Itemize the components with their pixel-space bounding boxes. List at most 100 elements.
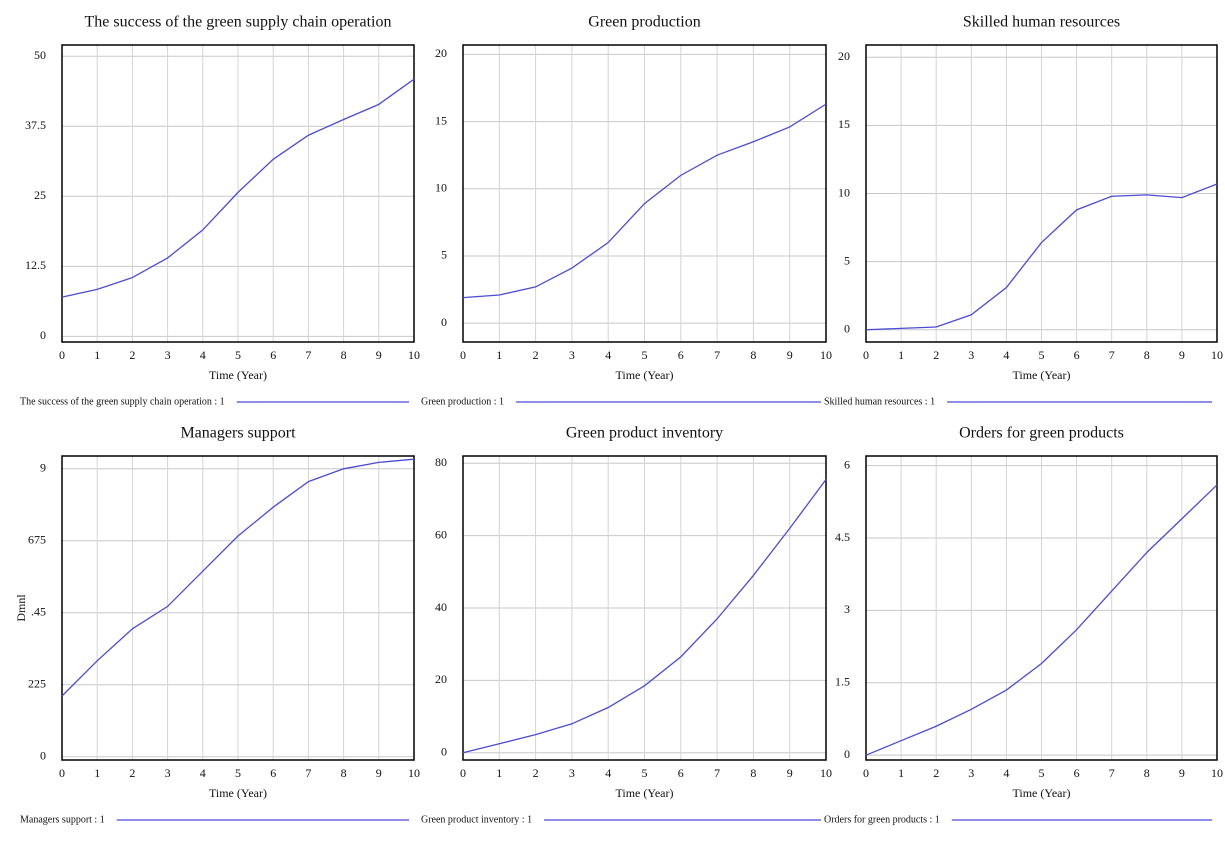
x-tick-label: 10 xyxy=(1211,348,1223,362)
x-tick-label: 7 xyxy=(714,766,720,780)
x-tick-label: 1 xyxy=(94,348,100,362)
x-tick-label: 4 xyxy=(605,766,611,780)
x-tick-label: 9 xyxy=(1179,348,1185,362)
x-tick-label: 5 xyxy=(235,766,241,780)
x-tick-label: 8 xyxy=(341,348,347,362)
x-tick-label: 9 xyxy=(787,766,793,780)
x-tick-label: 8 xyxy=(750,348,756,362)
y-tick-label: .45 xyxy=(31,605,46,619)
x-tick-label: 1 xyxy=(898,348,904,362)
y-tick-label: 675 xyxy=(28,533,46,547)
x-tick-label: 9 xyxy=(376,348,382,362)
y-tick-label: 0 xyxy=(441,315,447,329)
y-tick-label: 0 xyxy=(844,321,850,335)
y-tick-label: 40 xyxy=(435,600,447,614)
x-tick-label: 7 xyxy=(305,766,311,780)
y-tick-label: 37.5 xyxy=(25,118,46,132)
y-tick-label: 3 xyxy=(844,602,850,616)
x-axis-label: Time (Year) xyxy=(209,786,267,800)
y-tick-label: 5 xyxy=(441,248,447,262)
legend-label: Managers support : 1 xyxy=(20,814,105,825)
y-tick-label: 25 xyxy=(34,188,46,202)
data-line xyxy=(462,479,827,754)
y-tick-label: 0 xyxy=(844,747,850,761)
x-tick-label: 5 xyxy=(642,348,648,362)
x-tick-label: 6 xyxy=(678,766,684,780)
x-tick-label: 7 xyxy=(714,348,720,362)
x-tick-label: 10 xyxy=(820,348,832,362)
x-tick-label: 10 xyxy=(408,766,420,780)
x-tick-label: 10 xyxy=(1211,766,1223,780)
x-tick-label: 0 xyxy=(59,348,65,362)
plot-frame xyxy=(865,455,1218,761)
x-tick-label: 0 xyxy=(863,766,869,780)
x-tick-label: 8 xyxy=(341,766,347,780)
x-tick-label: 1 xyxy=(94,766,100,780)
chart-title: The success of the green supply chain op… xyxy=(84,14,391,31)
x-tick-label: 4 xyxy=(605,348,611,362)
x-tick-label: 2 xyxy=(933,348,939,362)
y-tick-label: 20 xyxy=(435,46,447,60)
x-tick-label: 1 xyxy=(898,766,904,780)
x-tick-label: 9 xyxy=(787,348,793,362)
x-tick-label: 2 xyxy=(129,766,135,780)
x-tick-label: 5 xyxy=(235,348,241,362)
x-axis-label: Time (Year) xyxy=(1012,368,1070,382)
y-tick-label: 20 xyxy=(838,49,850,63)
plot-frame xyxy=(61,455,415,761)
chart-title: Green production xyxy=(588,14,700,31)
x-axis-label: Time (Year) xyxy=(1012,786,1070,800)
data-line xyxy=(61,78,415,298)
data-line xyxy=(61,458,415,697)
data-line xyxy=(865,484,1218,756)
x-tick-label: 3 xyxy=(165,348,171,362)
x-tick-label: 10 xyxy=(820,766,832,780)
chart-title: Orders for green products xyxy=(959,425,1124,442)
x-axis-label: Time (Year) xyxy=(615,368,673,382)
x-tick-label: 4 xyxy=(1003,348,1009,362)
x-tick-label: 4 xyxy=(200,766,206,780)
x-tick-label: 4 xyxy=(1003,766,1009,780)
legend-label: The success of the green supply chain op… xyxy=(20,396,225,407)
y-tick-label: 225 xyxy=(28,677,46,691)
y-tick-label: 15 xyxy=(435,113,447,127)
legend-label: Green product inventory : 1 xyxy=(421,814,532,825)
y-tick-label: 80 xyxy=(435,455,447,469)
data-line xyxy=(462,103,827,299)
y-tick-label: 10 xyxy=(435,181,447,195)
x-tick-label: 6 xyxy=(1074,348,1080,362)
y-tick-label: 5 xyxy=(844,253,850,267)
x-tick-label: 3 xyxy=(165,766,171,780)
x-tick-label: 6 xyxy=(270,766,276,780)
plot-frame xyxy=(61,44,415,343)
x-tick-label: 6 xyxy=(1074,766,1080,780)
x-tick-label: 5 xyxy=(642,766,648,780)
x-tick-label: 2 xyxy=(533,766,539,780)
x-axis-label: Time (Year) xyxy=(615,786,673,800)
y-tick-label: 12.5 xyxy=(25,258,46,272)
y-tick-label: 10 xyxy=(838,185,850,199)
y-tick-label: 9 xyxy=(40,461,46,475)
x-tick-label: 6 xyxy=(270,348,276,362)
x-tick-label: 8 xyxy=(1144,348,1150,362)
x-tick-label: 7 xyxy=(1109,766,1115,780)
plot-frame xyxy=(462,44,827,343)
y-tick-label: 1.5 xyxy=(835,675,850,689)
chart-title: Green product inventory xyxy=(566,425,723,442)
x-tick-label: 2 xyxy=(933,766,939,780)
x-tick-label: 0 xyxy=(460,766,466,780)
y-tick-label: 0 xyxy=(40,328,46,342)
x-tick-label: 8 xyxy=(750,766,756,780)
y-tick-label: 0 xyxy=(441,745,447,759)
x-tick-label: 6 xyxy=(678,348,684,362)
x-tick-label: 0 xyxy=(59,766,65,780)
legend-label: Green production : 1 xyxy=(421,396,504,407)
data-line xyxy=(865,183,1218,331)
plot-frame xyxy=(865,44,1218,343)
x-tick-label: 9 xyxy=(1179,766,1185,780)
x-tick-label: 7 xyxy=(1109,348,1115,362)
plot-frame xyxy=(462,455,827,761)
x-tick-label: 3 xyxy=(569,348,575,362)
x-tick-label: 5 xyxy=(1039,348,1045,362)
